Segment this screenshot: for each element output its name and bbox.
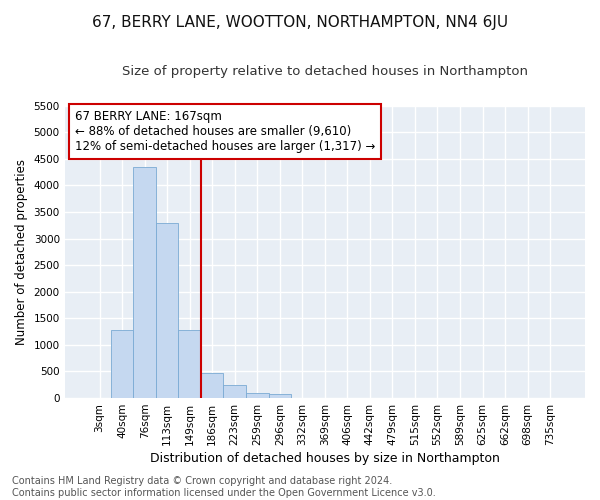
Bar — [133, 166, 156, 398]
X-axis label: Distribution of detached houses by size in Northampton: Distribution of detached houses by size … — [150, 452, 500, 465]
Text: 67, BERRY LANE, WOOTTON, NORTHAMPTON, NN4 6JU: 67, BERRY LANE, WOOTTON, NORTHAMPTON, NN… — [92, 15, 508, 30]
Title: Size of property relative to detached houses in Northampton: Size of property relative to detached ho… — [122, 65, 528, 78]
Bar — [156, 222, 178, 398]
Bar — [111, 330, 133, 398]
Y-axis label: Number of detached properties: Number of detached properties — [15, 159, 28, 345]
Bar — [178, 330, 201, 398]
Bar — [246, 393, 269, 398]
Text: Contains HM Land Registry data © Crown copyright and database right 2024.
Contai: Contains HM Land Registry data © Crown c… — [12, 476, 436, 498]
Text: 67 BERRY LANE: 167sqm
← 88% of detached houses are smaller (9,610)
12% of semi-d: 67 BERRY LANE: 167sqm ← 88% of detached … — [75, 110, 376, 153]
Bar — [269, 394, 291, 398]
Bar — [223, 386, 246, 398]
Bar — [201, 372, 223, 398]
